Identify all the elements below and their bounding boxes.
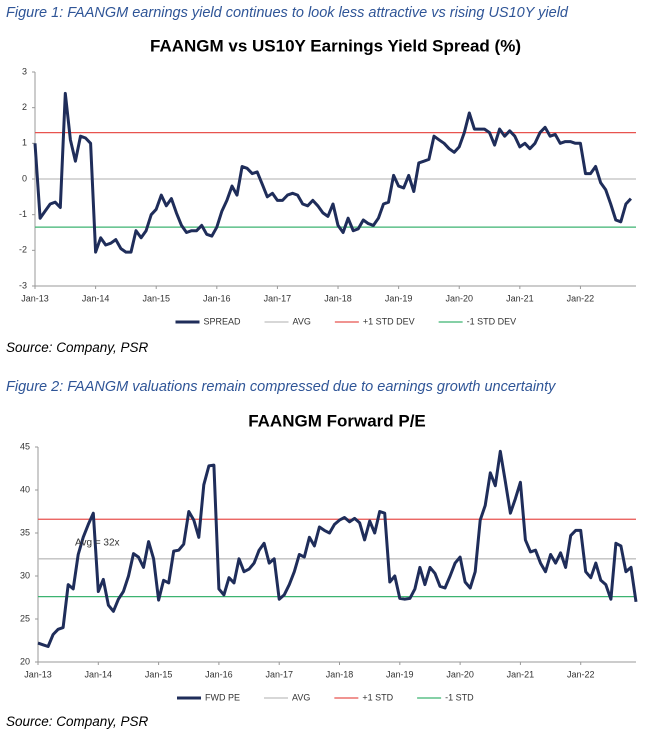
y-tick-label: 40 bbox=[20, 484, 30, 494]
y-tick-label: 35 bbox=[20, 527, 30, 537]
x-tick-label: Jan-20 bbox=[445, 293, 473, 303]
x-tick-label: Jan-22 bbox=[567, 669, 595, 679]
x-tick-label: Jan-22 bbox=[567, 293, 595, 303]
chart-title: FAANGM Forward P/E bbox=[248, 411, 426, 430]
y-tick-label: 3 bbox=[22, 66, 27, 76]
x-tick-label: Jan-18 bbox=[326, 669, 354, 679]
x-tick-label: Jan-21 bbox=[507, 669, 535, 679]
legend-label: AVG bbox=[292, 692, 310, 702]
x-tick-label: Jan-13 bbox=[21, 293, 49, 303]
y-tick-label: -2 bbox=[19, 245, 27, 255]
chart: FAANGM vs US10Y Earnings Yield Spread (%… bbox=[19, 36, 636, 326]
legend-label: SPREAD bbox=[204, 316, 242, 326]
legend-label: -1 STD bbox=[445, 692, 474, 702]
x-tick-label: Jan-19 bbox=[385, 293, 413, 303]
y-tick-label: 25 bbox=[20, 613, 30, 623]
data-line bbox=[37, 449, 638, 648]
source-note: Source: Company, PSR bbox=[6, 714, 149, 729]
figure-caption: Figure 2: FAANGM valuations remain compr… bbox=[6, 379, 556, 395]
legend-label: +1 STD bbox=[362, 692, 393, 702]
x-tick-label: Jan-15 bbox=[145, 669, 173, 679]
y-tick-label: 2 bbox=[22, 102, 27, 112]
x-tick-label: Jan-19 bbox=[386, 669, 414, 679]
legend-label: FWD PE bbox=[205, 692, 240, 702]
data-line bbox=[33, 91, 633, 254]
legend-label: AVG bbox=[293, 316, 311, 326]
annotation: Avg = 32x bbox=[75, 537, 120, 548]
x-tick-label: Jan-16 bbox=[203, 293, 231, 303]
y-tick-label: -1 bbox=[19, 209, 27, 219]
x-tick-label: Jan-17 bbox=[264, 293, 292, 303]
x-tick-label: Jan-14 bbox=[85, 669, 113, 679]
legend-label: +1 STD DEV bbox=[363, 316, 415, 326]
figure-caption: Figure 1: FAANGM earnings yield continue… bbox=[6, 5, 568, 21]
legend-label: -1 STD DEV bbox=[467, 316, 517, 326]
x-tick-label: Jan-21 bbox=[506, 293, 534, 303]
x-tick-label: Jan-18 bbox=[324, 293, 352, 303]
x-tick-label: Jan-17 bbox=[265, 669, 293, 679]
y-tick-label: -3 bbox=[19, 280, 27, 290]
y-tick-label: 0 bbox=[22, 173, 27, 183]
x-tick-label: Jan-15 bbox=[142, 293, 170, 303]
source-note: Source: Company, PSR bbox=[6, 340, 149, 355]
x-tick-label: Jan-20 bbox=[446, 669, 474, 679]
x-tick-label: Jan-13 bbox=[24, 669, 52, 679]
chart: FAANGM Forward P/E 20 25 30 35 40 45 Jan-13 Jan-… bbox=[20, 411, 638, 702]
chart-title: FAANGM vs US10Y Earnings Yield Spread (%… bbox=[150, 36, 521, 55]
y-tick-label: 20 bbox=[20, 656, 30, 666]
y-tick-label: 45 bbox=[20, 441, 30, 451]
y-tick-label: 30 bbox=[20, 570, 30, 580]
x-tick-label: Jan-14 bbox=[82, 293, 110, 303]
y-tick-label: 1 bbox=[22, 138, 27, 148]
x-tick-label: Jan-16 bbox=[205, 669, 233, 679]
